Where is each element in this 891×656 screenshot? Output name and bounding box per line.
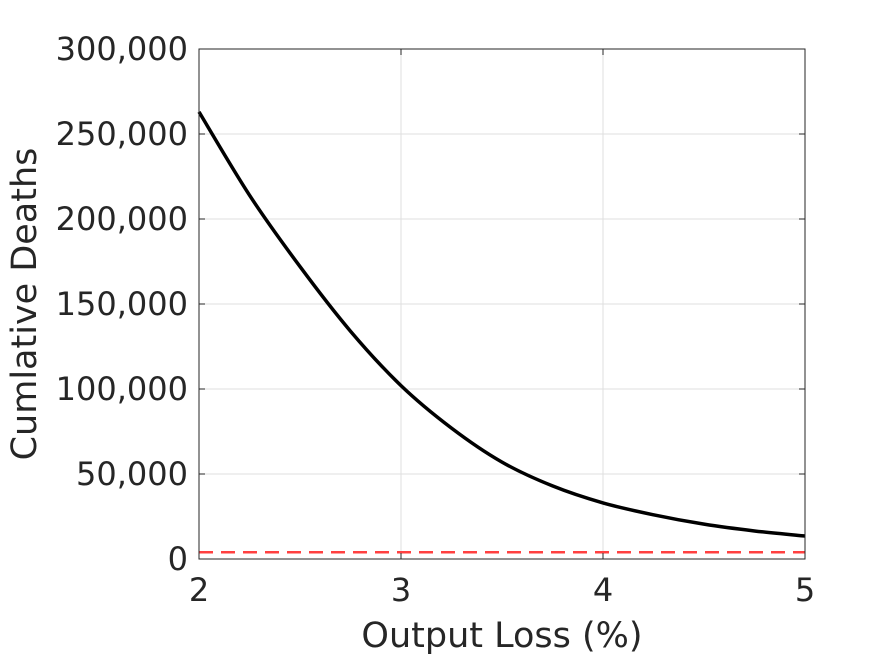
y-tick-label: 150,000	[56, 285, 188, 323]
x-tick-labels: 2 3 4 5	[189, 571, 815, 609]
y-tick-label: 50,000	[76, 455, 188, 493]
y-tick-label: 300,000	[56, 30, 188, 68]
grid	[198, 48, 806, 560]
y-tick-label: 0	[168, 540, 188, 578]
y-tick-labels: 0 50,000 100,000 150,000 200,000 250,000 300,0…	[56, 30, 188, 578]
x-axis-title: Output Loss (%)	[361, 616, 642, 656]
series-line	[197, 110, 806, 538]
y-axis-title: Cumlative Deaths	[5, 148, 45, 461]
y-tick-label: 250,000	[56, 115, 188, 153]
y-tick-label: 200,000	[56, 200, 188, 238]
ticks	[198, 48, 806, 560]
y-tick-label: 100,000	[56, 370, 188, 408]
x-tick-label: 3	[391, 571, 411, 609]
x-tick-label: 4	[593, 571, 613, 609]
series-layer	[197, 110, 806, 554]
x-tick-label: 5	[795, 571, 815, 609]
x-tick-label: 2	[189, 571, 209, 609]
